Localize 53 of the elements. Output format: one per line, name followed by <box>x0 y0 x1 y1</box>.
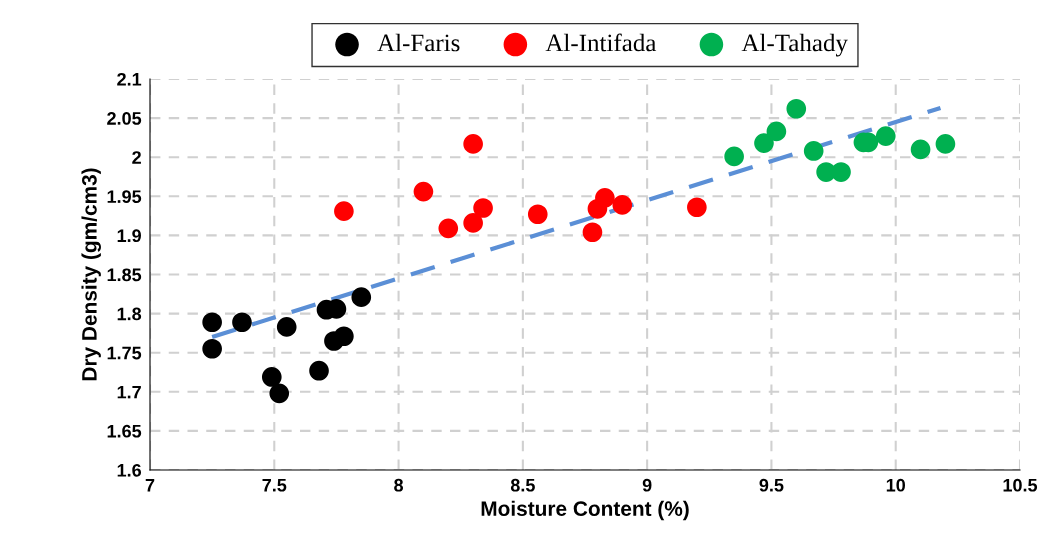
point <box>582 222 603 243</box>
legend-label: Al-Intifada <box>545 33 657 52</box>
point <box>202 338 222 359</box>
y-tick-label: 2.1 <box>117 72 142 86</box>
y-tick-label: 1.7 <box>117 385 141 399</box>
x-axis-title: Moisture Content (%) <box>481 500 689 521</box>
y-tick-label: 1.95 <box>107 190 142 204</box>
point <box>269 383 290 404</box>
point <box>463 213 483 233</box>
point <box>831 162 851 182</box>
point <box>875 126 896 146</box>
y-tick-label: 1.65 <box>107 424 142 438</box>
x-tick-label: 10.5 <box>1003 478 1038 492</box>
y-tick-label: 1.85 <box>107 268 142 282</box>
y-tick-label: 1.75 <box>107 346 142 360</box>
x-tick-label: 7 <box>145 479 155 492</box>
point <box>413 181 434 202</box>
x-tick-label: 8 <box>394 478 404 492</box>
point <box>786 98 807 119</box>
point <box>309 360 329 381</box>
x-tick-label: 9 <box>642 478 652 492</box>
x-tick-label: 10 <box>886 478 906 492</box>
point <box>612 195 633 215</box>
point <box>276 317 297 337</box>
point <box>261 367 282 387</box>
point <box>334 326 354 347</box>
legend-label: Al-Tahady <box>741 33 848 57</box>
point <box>527 204 548 225</box>
point <box>473 198 493 218</box>
point <box>803 141 824 161</box>
point <box>935 134 956 154</box>
point <box>351 287 372 307</box>
y-tick-label: 2 <box>132 151 141 164</box>
y-tick-label: 1.9 <box>117 229 141 243</box>
point <box>595 188 615 208</box>
legend-label: Al-Faris <box>377 33 460 52</box>
x-tick-label: 7.5 <box>262 479 287 492</box>
point <box>334 201 354 221</box>
x-tick-label: 9.5 <box>759 478 784 492</box>
point <box>724 146 744 167</box>
point <box>687 197 707 218</box>
point <box>463 134 483 154</box>
point <box>754 133 774 153</box>
x-tick-label: 8.5 <box>510 478 535 492</box>
point <box>202 312 222 333</box>
point <box>232 312 252 333</box>
y-tick-label: 2.05 <box>107 112 142 125</box>
y-tick-label: 1.8 <box>117 307 142 321</box>
y-tick-label: 1.6 <box>117 463 142 477</box>
point <box>766 121 787 142</box>
point <box>910 139 931 160</box>
y-axis-title: Dry Density (gm/cm3) <box>81 168 101 381</box>
point <box>438 218 459 239</box>
